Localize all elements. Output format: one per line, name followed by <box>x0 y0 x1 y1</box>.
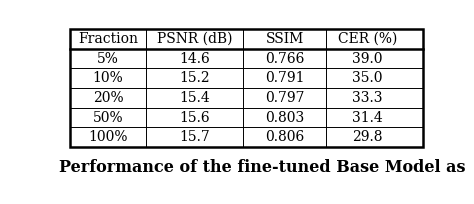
Text: Fraction: Fraction <box>78 32 138 46</box>
Text: 15.7: 15.7 <box>179 130 210 144</box>
Text: 0.806: 0.806 <box>265 130 304 144</box>
Text: CER (%): CER (%) <box>337 32 397 46</box>
Text: 35.0: 35.0 <box>352 71 383 85</box>
Text: 10%: 10% <box>93 71 124 85</box>
Text: 100%: 100% <box>89 130 128 144</box>
Text: 29.8: 29.8 <box>352 130 383 144</box>
Text: 0.766: 0.766 <box>265 52 304 66</box>
Text: 50%: 50% <box>93 111 124 125</box>
Text: 0.797: 0.797 <box>265 91 304 105</box>
Text: 31.4: 31.4 <box>352 111 383 125</box>
Text: 33.3: 33.3 <box>352 91 383 105</box>
Text: 15.6: 15.6 <box>179 111 210 125</box>
Text: PSNR (dB): PSNR (dB) <box>157 32 232 46</box>
Text: 0.803: 0.803 <box>265 111 304 125</box>
Text: 0.791: 0.791 <box>265 71 304 85</box>
Text: 14.6: 14.6 <box>179 52 210 66</box>
Text: SSIM: SSIM <box>265 32 304 46</box>
Text: 20%: 20% <box>93 91 124 105</box>
Text: 15.2: 15.2 <box>179 71 210 85</box>
Text: 5%: 5% <box>97 52 119 66</box>
Text: 39.0: 39.0 <box>352 52 383 66</box>
Text: 15.4: 15.4 <box>179 91 210 105</box>
Text: Performance of the fine-tuned Base Model as: Performance of the fine-tuned Base Model… <box>59 159 466 176</box>
